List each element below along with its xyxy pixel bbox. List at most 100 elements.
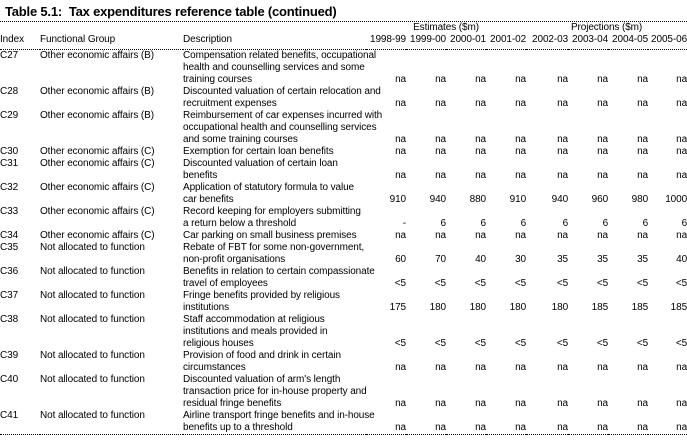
value-cell: na bbox=[557, 170, 569, 181]
value-cell: na bbox=[676, 362, 687, 373]
estimates-group-header: Estimates ($m) bbox=[413, 22, 479, 33]
col-header-1999-00: 1999-00 bbox=[406, 34, 446, 50]
functional-group-cell: Not allocated to function bbox=[40, 374, 145, 385]
value-cell: na bbox=[395, 398, 406, 409]
functional-group-cell: Not allocated to function bbox=[40, 350, 145, 361]
value-cell: 6 bbox=[520, 218, 527, 229]
description-cell: Rebate of FBT for some non-government, n… bbox=[183, 242, 365, 265]
value-cell: <5 bbox=[556, 278, 569, 289]
value-cell: na bbox=[475, 398, 486, 409]
description-cell: Exemption for certain loan benefits bbox=[183, 146, 334, 157]
index-cell: C29 bbox=[0, 110, 19, 121]
value-cell: <5 bbox=[636, 278, 649, 289]
description-cell: Application of statutory formula to valu… bbox=[183, 182, 354, 205]
value-cell: na bbox=[395, 170, 406, 181]
value-cell: <5 bbox=[394, 338, 406, 349]
table-row-C31: C31 Other economic affairs (C) Discounted … bbox=[0, 158, 687, 182]
value-cell: 180 bbox=[551, 302, 569, 313]
table-row-C27: C27 Other economic affairs (B) Compensatio… bbox=[0, 50, 687, 87]
index-cell: C31 bbox=[0, 158, 19, 169]
col-header-index: Index bbox=[0, 34, 40, 50]
table-row-C29: C29 Other economic affairs (B) Reimburseme… bbox=[0, 110, 687, 146]
description-cell: Reimbursement of car expenses incurred w… bbox=[183, 110, 383, 145]
description-cell: Fringe benefits provided by religious in… bbox=[183, 290, 340, 313]
description-cell: Provision of food and drink in certain c… bbox=[183, 350, 341, 373]
description-cell: Staff accommodation at religious institu… bbox=[183, 314, 328, 349]
value-cell: na bbox=[435, 134, 446, 145]
value-cell: <5 bbox=[556, 338, 569, 349]
index-cell: C39 bbox=[0, 350, 19, 361]
value-cell: 880 bbox=[469, 194, 486, 205]
value-cell: <5 bbox=[474, 338, 486, 349]
value-cell: na bbox=[557, 98, 569, 109]
value-cell: na bbox=[676, 146, 687, 157]
value-cell: na bbox=[557, 398, 569, 409]
value-cell: na bbox=[637, 170, 649, 181]
description-cell: Airline transport fringe benefits and in… bbox=[183, 410, 375, 435]
value-cell: na bbox=[395, 146, 406, 157]
value-cell: na bbox=[435, 146, 446, 157]
value-cell: na bbox=[676, 230, 687, 241]
value-cell: 910 bbox=[509, 194, 527, 205]
functional-group-cell: Not allocated to function bbox=[40, 242, 145, 253]
value-cell: na bbox=[475, 362, 486, 373]
value-cell: 30 bbox=[515, 254, 527, 265]
col-header-2000-01: 2000-01 bbox=[446, 34, 486, 50]
units-header-spacer bbox=[0, 22, 366, 34]
value-cell: na bbox=[446, 410, 486, 435]
col-header-2002-03: 2002-03 bbox=[526, 34, 568, 50]
index-cell: C38 bbox=[0, 314, 19, 325]
functional-group-cell: Not allocated to function bbox=[40, 410, 183, 435]
index-cell: C36 bbox=[0, 266, 19, 277]
functional-group-cell: Other economic affairs (C) bbox=[40, 146, 155, 157]
value-cell: <5 bbox=[675, 278, 687, 289]
value-cell: na bbox=[515, 170, 527, 181]
value-cell: 180 bbox=[509, 302, 527, 313]
value-cell: 6 bbox=[681, 218, 687, 229]
table-body: C27 Other economic affairs (B) Compensatio… bbox=[0, 50, 687, 435]
value-cell: 60 bbox=[395, 254, 406, 265]
value-cell: na bbox=[395, 98, 406, 109]
value-cell: na bbox=[395, 134, 406, 145]
value-cell: 35 bbox=[637, 254, 649, 265]
value-cell: na bbox=[597, 134, 609, 145]
table-title: Table 5.1: Tax expenditures reference ta… bbox=[0, 0, 687, 22]
value-cell: 180 bbox=[429, 302, 446, 313]
table-row-C40: C40 Not allocated to function Discounted v… bbox=[0, 374, 687, 410]
index-cell: C30 bbox=[0, 146, 19, 157]
functional-group-cell: Other economic affairs (C) bbox=[40, 158, 155, 169]
table-row-C30: C30 Other economic affairs (C) Exemption f… bbox=[0, 146, 687, 158]
value-cell: na bbox=[475, 134, 486, 145]
value-cell: na bbox=[637, 230, 649, 241]
value-cell: na bbox=[475, 170, 486, 181]
table-row-C32: C32 Other economic affairs (C) Application… bbox=[0, 182, 687, 206]
table-row-C38: C38 Not allocated to function Staff accomm… bbox=[0, 314, 687, 350]
value-cell: <5 bbox=[474, 278, 486, 289]
value-cell: 940 bbox=[429, 194, 446, 205]
value-cell: 35 bbox=[557, 254, 569, 265]
value-cell: na bbox=[648, 410, 687, 435]
value-cell: na bbox=[637, 362, 649, 373]
value-cell: 940 bbox=[551, 194, 569, 205]
value-cell: na bbox=[597, 170, 609, 181]
value-cell: na bbox=[475, 146, 486, 157]
table-row-C34: C34 Other economic affairs (C) Car parking… bbox=[0, 230, 687, 242]
value-cell: 185 bbox=[631, 302, 649, 313]
value-cell: 175 bbox=[389, 302, 406, 313]
value-cell: na bbox=[597, 230, 609, 241]
value-cell: - bbox=[402, 218, 406, 229]
value-cell: na bbox=[515, 74, 527, 85]
value-cell: <5 bbox=[434, 338, 446, 349]
description-cell: Discounted valuation of arm's length tra… bbox=[183, 374, 367, 409]
value-cell: 980 bbox=[631, 194, 649, 205]
value-cell: na bbox=[435, 230, 446, 241]
index-cell: C28 bbox=[0, 86, 19, 97]
value-cell: na bbox=[475, 74, 486, 85]
value-cell: <5 bbox=[636, 338, 649, 349]
value-cell: na bbox=[435, 362, 446, 373]
value-cell: na bbox=[435, 170, 446, 181]
value-cell: na bbox=[366, 410, 406, 435]
value-cell: na bbox=[475, 230, 486, 241]
col-header-1998-99: 1998-99 bbox=[366, 34, 406, 50]
value-cell: na bbox=[676, 398, 687, 409]
